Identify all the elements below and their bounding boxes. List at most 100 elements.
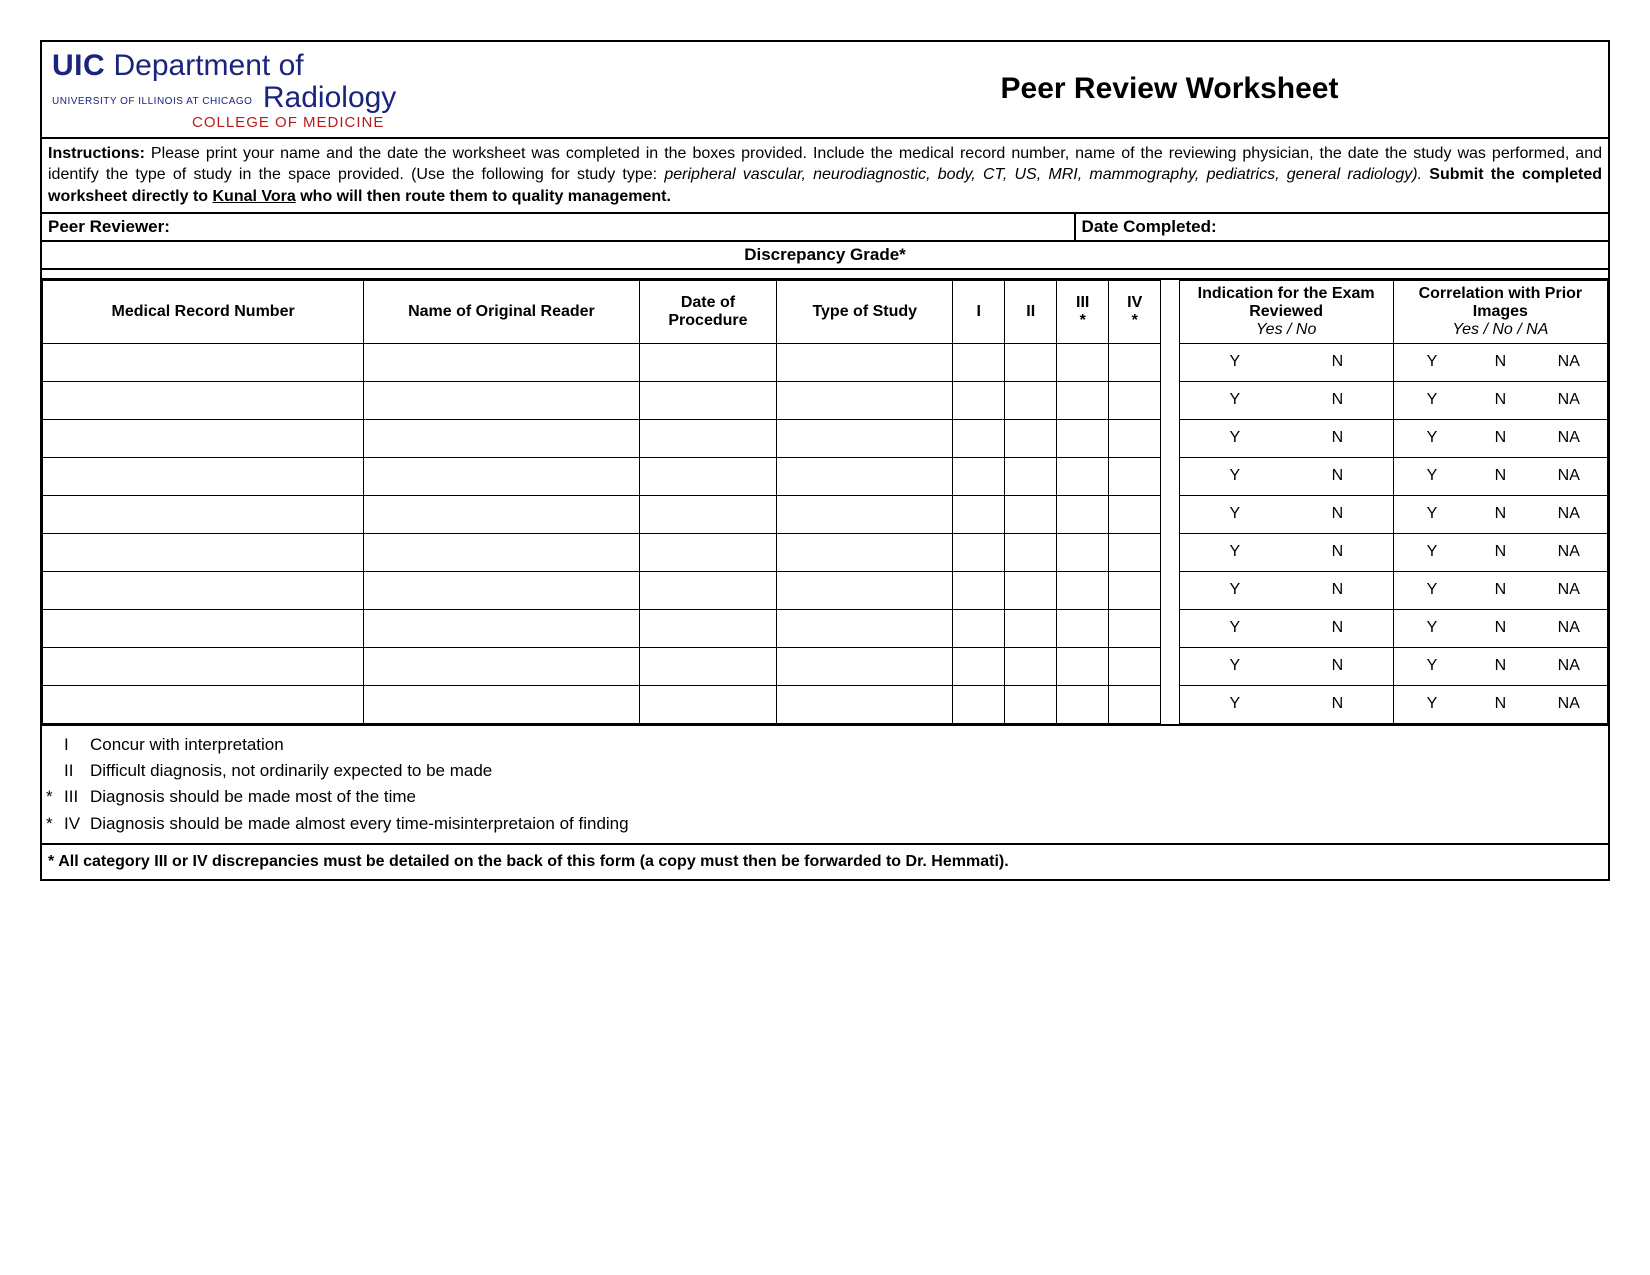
cell-correlation[interactable]: YNNA <box>1393 685 1607 723</box>
cell-mrn[interactable] <box>43 343 364 381</box>
cell-date[interactable] <box>639 495 777 533</box>
cell-date[interactable] <box>639 533 777 571</box>
cell-correlation[interactable]: YNNA <box>1393 571 1607 609</box>
cell-indication[interactable]: YN <box>1179 609 1393 647</box>
cell-grade-4[interactable] <box>1109 343 1161 381</box>
cell-grade-2[interactable] <box>1005 381 1057 419</box>
cell-grade-4[interactable] <box>1109 457 1161 495</box>
cell-indication[interactable]: YN <box>1179 495 1393 533</box>
cell-grade-1[interactable] <box>953 419 1005 457</box>
cell-grade-3[interactable] <box>1057 533 1109 571</box>
cell-grade-2[interactable] <box>1005 495 1057 533</box>
cell-mrn[interactable] <box>43 457 364 495</box>
cell-grade-1[interactable] <box>953 343 1005 381</box>
cell-type[interactable] <box>777 685 953 723</box>
cell-grade-2[interactable] <box>1005 343 1057 381</box>
cell-type[interactable] <box>777 495 953 533</box>
cell-grade-2[interactable] <box>1005 533 1057 571</box>
cell-grade-4[interactable] <box>1109 647 1161 685</box>
cell-name[interactable] <box>364 457 639 495</box>
cell-indication[interactable]: YN <box>1179 533 1393 571</box>
cell-type[interactable] <box>777 419 953 457</box>
cell-grade-1[interactable] <box>953 647 1005 685</box>
cell-indication[interactable]: YN <box>1179 457 1393 495</box>
cell-correlation[interactable]: YNNA <box>1393 457 1607 495</box>
cell-grade-4[interactable] <box>1109 533 1161 571</box>
cell-date[interactable] <box>639 457 777 495</box>
cell-date[interactable] <box>639 571 777 609</box>
cell-grade-3[interactable] <box>1057 381 1109 419</box>
cell-date[interactable] <box>639 609 777 647</box>
cell-correlation[interactable]: YNNA <box>1393 533 1607 571</box>
cell-grade-2[interactable] <box>1005 457 1057 495</box>
cell-grade-1[interactable] <box>953 609 1005 647</box>
cell-indication[interactable]: YN <box>1179 419 1393 457</box>
cell-type[interactable] <box>777 343 953 381</box>
cell-date[interactable] <box>639 685 777 723</box>
cell-grade-1[interactable] <box>953 457 1005 495</box>
cell-date[interactable] <box>639 343 777 381</box>
cell-mrn[interactable] <box>43 609 364 647</box>
cell-grade-2[interactable] <box>1005 685 1057 723</box>
cell-grade-4[interactable] <box>1109 685 1161 723</box>
cell-type[interactable] <box>777 533 953 571</box>
cell-grade-3[interactable] <box>1057 685 1109 723</box>
cell-type[interactable] <box>777 609 953 647</box>
cell-grade-4[interactable] <box>1109 571 1161 609</box>
cell-name[interactable] <box>364 609 639 647</box>
cell-grade-4[interactable] <box>1109 609 1161 647</box>
cell-date[interactable] <box>639 419 777 457</box>
cell-grade-3[interactable] <box>1057 495 1109 533</box>
cell-grade-3[interactable] <box>1057 457 1109 495</box>
cell-mrn[interactable] <box>43 381 364 419</box>
cell-correlation[interactable]: YNNA <box>1393 419 1607 457</box>
cell-grade-1[interactable] <box>953 495 1005 533</box>
cell-indication[interactable]: YN <box>1179 685 1393 723</box>
cell-type[interactable] <box>777 647 953 685</box>
cell-grade-2[interactable] <box>1005 609 1057 647</box>
cell-grade-2[interactable] <box>1005 647 1057 685</box>
cell-mrn[interactable] <box>43 495 364 533</box>
cell-indication[interactable]: YN <box>1179 571 1393 609</box>
cell-correlation[interactable]: YNNA <box>1393 381 1607 419</box>
cell-grade-3[interactable] <box>1057 419 1109 457</box>
cell-name[interactable] <box>364 571 639 609</box>
cell-indication[interactable]: YN <box>1179 647 1393 685</box>
cell-mrn[interactable] <box>43 647 364 685</box>
cell-date[interactable] <box>639 647 777 685</box>
cell-name[interactable] <box>364 343 639 381</box>
cell-grade-1[interactable] <box>953 685 1005 723</box>
cell-correlation[interactable]: YNNA <box>1393 495 1607 533</box>
cell-name[interactable] <box>364 419 639 457</box>
cell-indication[interactable]: YN <box>1179 381 1393 419</box>
cell-grade-2[interactable] <box>1005 419 1057 457</box>
cell-grade-3[interactable] <box>1057 343 1109 381</box>
cell-date[interactable] <box>639 381 777 419</box>
cell-grade-3[interactable] <box>1057 647 1109 685</box>
cell-type[interactable] <box>777 381 953 419</box>
cell-correlation[interactable]: YNNA <box>1393 647 1607 685</box>
cell-correlation[interactable]: YNNA <box>1393 343 1607 381</box>
cell-indication[interactable]: YN <box>1179 343 1393 381</box>
cell-type[interactable] <box>777 457 953 495</box>
cell-name[interactable] <box>364 647 639 685</box>
cell-name[interactable] <box>364 533 639 571</box>
cell-grade-1[interactable] <box>953 571 1005 609</box>
cell-grade-3[interactable] <box>1057 571 1109 609</box>
cell-grade-1[interactable] <box>953 533 1005 571</box>
cell-grade-1[interactable] <box>953 381 1005 419</box>
cell-name[interactable] <box>364 685 639 723</box>
cell-grade-2[interactable] <box>1005 571 1057 609</box>
cell-grade-4[interactable] <box>1109 419 1161 457</box>
cell-grade-4[interactable] <box>1109 381 1161 419</box>
cell-name[interactable] <box>364 381 639 419</box>
cell-grade-3[interactable] <box>1057 609 1109 647</box>
cell-grade-4[interactable] <box>1109 495 1161 533</box>
cell-mrn[interactable] <box>43 419 364 457</box>
cell-mrn[interactable] <box>43 533 364 571</box>
cell-type[interactable] <box>777 571 953 609</box>
cell-name[interactable] <box>364 495 639 533</box>
cell-mrn[interactable] <box>43 685 364 723</box>
cell-correlation[interactable]: YNNA <box>1393 609 1607 647</box>
cell-mrn[interactable] <box>43 571 364 609</box>
